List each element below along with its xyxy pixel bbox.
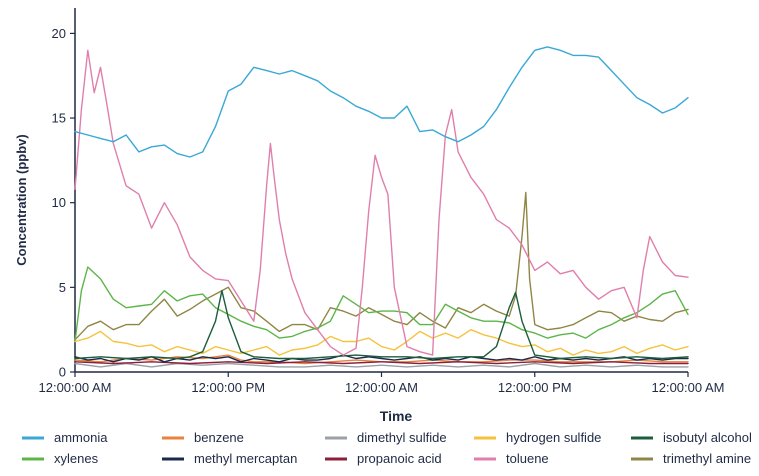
legend-item: benzene bbox=[162, 430, 244, 445]
legend-label: propanoic acid bbox=[357, 451, 442, 466]
legend-item: toluene bbox=[474, 451, 549, 466]
legend-label: xylenes bbox=[54, 451, 99, 466]
legend-label: ammonia bbox=[54, 430, 108, 445]
x-tick-label: 12:00:00 PM bbox=[191, 380, 265, 395]
legend-label: hydrogen sulfide bbox=[506, 430, 601, 445]
y-tick-label: 20 bbox=[52, 26, 66, 41]
tick-labels: 0 5 10 15 20 12:00:00 AM 12:00:00 PM 12:00:00 A… bbox=[39, 26, 725, 395]
x-axis-label: Time bbox=[380, 408, 413, 424]
series-line-trimethyl-amine bbox=[74, 191, 689, 341]
series-line-xylenes bbox=[74, 266, 689, 343]
legend-label: toluene bbox=[506, 451, 549, 466]
legend-item: xylenes bbox=[22, 451, 99, 466]
y-tick-label: 0 bbox=[59, 365, 66, 380]
y-tick-label: 5 bbox=[59, 280, 66, 295]
x-tick-label: 12:00:00 PM bbox=[498, 380, 572, 395]
legend-label: dimethyl sulfide bbox=[357, 430, 447, 445]
x-tick-label: 12:00:00 AM bbox=[39, 380, 112, 395]
legend-item: propanoic acid bbox=[325, 451, 442, 466]
legend-item: methyl mercaptan bbox=[162, 451, 297, 466]
series-line-propanoic-acid bbox=[74, 361, 689, 365]
legend-item: ammonia bbox=[22, 430, 108, 445]
legend-label: benzene bbox=[194, 430, 244, 445]
legend-label: isobutyl alcohol bbox=[663, 430, 752, 445]
legend-item: trimethyl amine bbox=[631, 451, 751, 466]
y-tick-label: 10 bbox=[52, 195, 66, 210]
legend-item: dimethyl sulfide bbox=[325, 430, 447, 445]
y-axis-label: Concentration (ppbv) bbox=[14, 134, 29, 265]
series-line-hydrogen-sulfide bbox=[74, 329, 689, 356]
legend-label: trimethyl amine bbox=[663, 451, 751, 466]
series-lines bbox=[74, 46, 689, 368]
y-tick-label: 15 bbox=[52, 111, 66, 126]
series-line-toluene bbox=[74, 49, 689, 356]
axes bbox=[74, 8, 688, 373]
legend-item: isobutyl alcohol bbox=[631, 430, 752, 445]
series-line-isobutyl-alcohol bbox=[74, 290, 689, 360]
series-line-dimethyl-sulfide bbox=[74, 362, 689, 368]
legend-item: hydrogen sulfide bbox=[474, 430, 601, 445]
legend: ammonia benzene dimethyl sulfide hydrogen s… bbox=[22, 430, 752, 466]
series-line-ammonia bbox=[74, 46, 689, 158]
x-tick-label: 12:00:00 AM bbox=[652, 380, 725, 395]
legend-label: methyl mercaptan bbox=[194, 451, 297, 466]
x-tick-label: 12:00:00 AM bbox=[345, 380, 418, 395]
